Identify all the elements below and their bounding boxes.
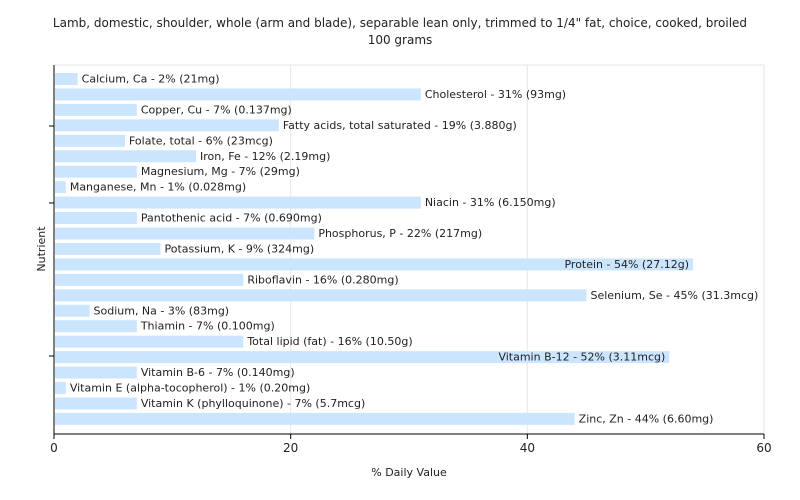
bar [55,150,196,163]
bar [55,227,315,240]
bar [55,382,66,394]
bar [55,412,575,425]
bar [55,258,693,271]
x-axis-ticks: 0 20 40 60 [50,434,772,455]
bar-label: Vitamin K (phylloquinone) - 7% (5.7mcg) [141,397,365,410]
bar-label: Copper, Cu - 7% (0.137mg) [141,103,292,116]
bar [55,397,137,410]
bar-label: Folate, total - 6% (23mcg) [129,134,273,147]
bar-label: Vitamin E (alpha-tocopherol) - 1% (0.20m… [70,382,310,395]
bar [55,73,78,85]
chart-subtitle: 100 grams [368,33,433,47]
bar-label: Thiamin - 7% (0.100mg) [140,320,275,333]
bar [55,119,279,132]
bar-label: Pantothenic acid - 7% (0.690mg) [141,212,322,225]
bar [55,320,137,333]
bar-label: Vitamin B-12 - 52% (3.11mcg) [498,351,665,364]
bar [55,335,244,348]
bar [55,103,137,116]
bar-label: Potassium, K - 9% (324mg) [165,242,315,255]
bar-label: Sodium, Na - 3% (83mg) [94,304,230,317]
bars [55,73,693,425]
bar [55,304,90,317]
bar-label: Iron, Fe - 12% (2.19mg) [200,150,330,163]
bar-labels: Calcium, Ca - 2% (21mg) Cholesterol - 31%… [70,73,758,426]
bar-label: Zinc, Zn - 44% (6.60mg) [579,412,714,425]
x-tick-label: 0 [50,441,58,455]
bar-label: Protein - 54% (27.12g) [564,258,689,271]
x-axis-label: % Daily Value [371,466,447,479]
bar [55,212,137,225]
bar-label: Total lipid (fat) - 16% (10.50g) [246,335,412,348]
x-tick-label: 40 [520,441,535,455]
bar [55,181,66,194]
grid-lines [54,64,765,434]
bar [55,134,125,147]
bar-label: Calcium, Ca - 2% (21mg) [82,73,220,86]
y-axis-label: Nutrient [35,226,48,272]
bar-label: Vitamin B-6 - 7% (0.140mg) [141,366,295,379]
bar-label: Niacin - 31% (6.150mg) [425,196,556,209]
bar [55,351,670,364]
x-tick-label: 60 [756,441,771,455]
chart-title: Lamb, domestic, shoulder, whole (arm and… [53,16,747,30]
bar-label: Cholesterol - 31% (93mg) [425,88,566,101]
bar [55,273,244,286]
bar-label: Selenium, Se - 45% (31.3mcg) [591,289,759,302]
bar-label: Phosphorus, P - 22% (217mg) [318,227,482,240]
bar [55,165,137,178]
bar-label: Magnesium, Mg - 7% (29mg) [141,165,300,178]
bar-label: Manganese, Mn - 1% (0.028mg) [70,181,246,194]
bar [55,289,587,302]
bar [55,196,421,209]
bar-label: Fatty acids, total saturated - 19% (3.88… [283,119,517,132]
bar [55,88,421,101]
y-axis-ticks [49,125,54,357]
bar [55,242,161,255]
x-tick-label: 20 [283,441,298,455]
bar [55,366,137,379]
bar-label: Riboflavin - 16% (0.280mg) [247,273,398,286]
